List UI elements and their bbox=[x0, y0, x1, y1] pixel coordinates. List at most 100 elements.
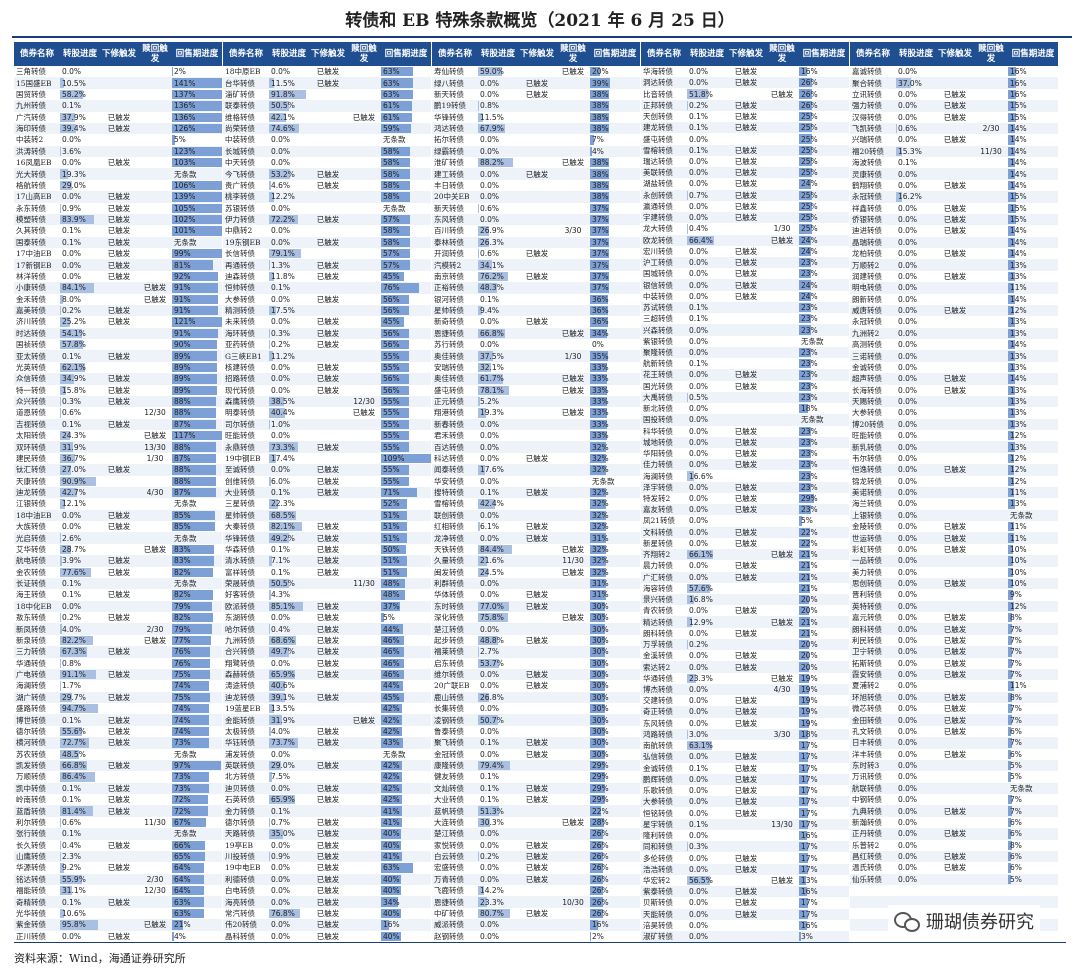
bond-name: 旺能转债 bbox=[852, 431, 882, 441]
downward-revision-trigger bbox=[309, 89, 347, 100]
bond-name: 德尔转债 bbox=[225, 817, 255, 827]
downward-revision-trigger: 已触发 bbox=[734, 156, 758, 166]
conversion-progress-value: 26.3% bbox=[480, 237, 504, 247]
conversion-progress-value: 42.7% bbox=[62, 488, 86, 498]
redemption-trigger bbox=[138, 225, 172, 236]
conversion-progress-value: 22.3% bbox=[271, 499, 295, 509]
put-period-progress-value: 29% bbox=[592, 795, 609, 805]
put-period-progress-value: 91% bbox=[174, 294, 191, 304]
bond-name: 今飞转债 bbox=[225, 169, 255, 179]
put-period-progress: 25% bbox=[799, 201, 849, 212]
bond-name: 恩捷转债 bbox=[434, 897, 464, 907]
conversion-progress-value: 0.1% bbox=[689, 145, 709, 155]
conversion-progress: 34.9% bbox=[60, 373, 100, 384]
downward-revision-trigger: 已触发 bbox=[316, 670, 340, 680]
conversion-progress: 0.0% bbox=[269, 749, 309, 760]
table-row: 森赫转债 65.9% 已触发 46% bbox=[223, 668, 431, 681]
put-progress-bar bbox=[381, 704, 402, 714]
put-period-progress: 55% bbox=[381, 362, 431, 373]
downward-revision-trigger: 已触发 bbox=[107, 465, 131, 475]
downward-revision-trigger: 已触发 bbox=[734, 280, 758, 290]
redemption-trigger bbox=[138, 123, 172, 134]
redemption-trigger bbox=[765, 931, 799, 942]
put-progress-bar bbox=[172, 783, 209, 793]
put-progress-bar bbox=[799, 505, 811, 515]
put-progress-bar bbox=[172, 931, 174, 941]
bond-name: 沪工转债 bbox=[643, 258, 673, 268]
conversion-progress: 88.2% bbox=[478, 157, 518, 168]
downward-revision-trigger: 已触发 bbox=[734, 696, 758, 706]
put-period-progress-value: 65% bbox=[174, 852, 191, 862]
conversion-progress: 3.0% bbox=[687, 729, 727, 740]
conversion-progress-value: 50.5% bbox=[271, 579, 295, 589]
put-progress-bar bbox=[172, 544, 214, 555]
downward-revision-trigger: 已触发 bbox=[107, 738, 131, 748]
put-period-progress: 13% bbox=[1008, 396, 1058, 407]
put-period-progress-value: 46% bbox=[383, 670, 400, 680]
downward-revision-trigger bbox=[518, 896, 556, 907]
conversion-progress: 0.0% bbox=[478, 919, 518, 930]
put-period-progress-value: 15% bbox=[1010, 192, 1027, 202]
downward-revision-trigger bbox=[518, 544, 556, 555]
redemption-trigger bbox=[347, 692, 381, 703]
put-period-progress: 30% bbox=[590, 749, 640, 760]
bond-name: 小康转债 bbox=[16, 283, 46, 293]
conversion-progress: 0.0% bbox=[896, 282, 936, 293]
redemption-trigger bbox=[974, 703, 1008, 714]
put-period-progress: 32% bbox=[590, 453, 640, 464]
put-progress-bar bbox=[381, 829, 401, 839]
conversion-progress: 0.0% bbox=[687, 167, 727, 178]
bond-name: 济川转债 bbox=[16, 317, 46, 327]
put-period-progress-value: 45% bbox=[383, 271, 400, 281]
redemption-trigger bbox=[974, 339, 1008, 350]
downward-revision-trigger: 已触发 bbox=[734, 381, 758, 391]
redemption-trigger: 4/30 bbox=[146, 488, 164, 498]
put-period-progress: 41% bbox=[381, 805, 431, 816]
conversion-progress: 58.2% bbox=[60, 89, 100, 100]
conversion-progress-value: 48.3% bbox=[480, 283, 504, 293]
put-period-progress: 25% bbox=[799, 145, 849, 156]
redemption-trigger bbox=[138, 862, 172, 873]
put-progress-bar bbox=[1008, 203, 1016, 213]
conversion-progress-value: 0.0% bbox=[480, 840, 500, 850]
table-row: 齐翔转2 66.1% 已触发 21% bbox=[641, 549, 849, 561]
downward-revision-trigger bbox=[518, 578, 556, 589]
put-period-progress: 13% bbox=[1008, 259, 1058, 270]
redemption-trigger bbox=[974, 294, 1008, 305]
table-row: 天铁转债 84.4% 已触发 32% bbox=[432, 543, 640, 556]
put-progress-bar bbox=[381, 544, 406, 555]
put-period-progress-value: 87% bbox=[174, 488, 191, 498]
downward-revision-trigger: 已触发 bbox=[525, 681, 549, 691]
bond-name: 吉视转债 bbox=[16, 419, 46, 429]
conversion-progress: 0.1% bbox=[269, 282, 309, 293]
bond-name: 奇精转债 bbox=[16, 897, 46, 907]
header-bond-name: 债券名称 bbox=[19, 49, 54, 59]
conversion-progress-bar bbox=[60, 431, 70, 441]
redemption-trigger bbox=[974, 191, 1008, 202]
put-period-progress: 17% bbox=[799, 774, 849, 785]
bond-name: 迪龙转债 bbox=[16, 488, 46, 498]
downward-revision-trigger: 已触发 bbox=[316, 556, 340, 566]
conversion-progress-value: 0.0% bbox=[689, 78, 709, 88]
table-row: 天赐转债 0.0% 13% bbox=[850, 395, 1058, 408]
conversion-progress-bar bbox=[60, 362, 85, 373]
conversion-progress-value: 0.1% bbox=[689, 314, 709, 324]
conversion-progress-value: 0.0% bbox=[62, 192, 82, 202]
table-row: 维尔转债 0.0% 已触发 30% bbox=[432, 668, 640, 681]
redemption-trigger bbox=[974, 248, 1008, 259]
downward-revision-trigger bbox=[936, 328, 974, 339]
conversion-progress-value: 0.0% bbox=[271, 237, 291, 247]
put-period-progress: 15% bbox=[1008, 100, 1058, 111]
conversion-progress-value: 90.9% bbox=[62, 476, 86, 486]
conversion-progress-value: 0.0% bbox=[898, 738, 918, 748]
put-progress-bar bbox=[590, 704, 605, 714]
bond-name: 盛屯转债 bbox=[643, 134, 673, 144]
conversion-progress: 0.0% bbox=[896, 805, 936, 816]
put-progress-bar bbox=[799, 516, 802, 526]
conversion-progress: 0.0% bbox=[687, 830, 727, 841]
conversion-progress: 0.0% bbox=[60, 601, 100, 612]
conversion-progress-bar bbox=[478, 647, 480, 657]
table-row: 凌钢转债 50.7% 30% bbox=[432, 714, 640, 726]
put-period-progress: 59% bbox=[381, 123, 431, 134]
downward-revision-trigger: 已触发 bbox=[734, 606, 758, 616]
